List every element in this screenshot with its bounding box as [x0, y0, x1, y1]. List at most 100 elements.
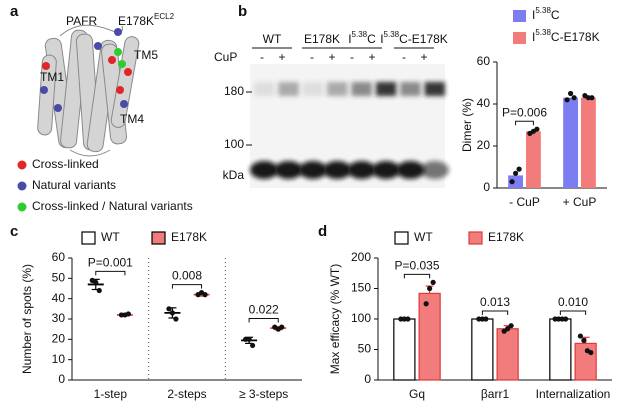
legend-label-part: I [532, 8, 535, 22]
cup-sign: + [368, 50, 375, 64]
band [347, 161, 376, 179]
legend-label: I5.38C [532, 6, 560, 22]
x-tick-label: Internalization [536, 387, 611, 401]
y-axis-label: Dimer (%) [460, 98, 474, 152]
data-point [169, 310, 176, 316]
y-tick-label: 100 [351, 311, 371, 325]
cup-sign: + [328, 50, 335, 64]
lane-label: I5.38C [348, 30, 376, 46]
x-tick-label: βarr1 [481, 387, 510, 401]
data-point [423, 301, 429, 307]
legend-swatch [513, 10, 526, 22]
y-tick-label: 10 [52, 352, 66, 366]
data-point [483, 316, 489, 322]
data-point [173, 316, 179, 322]
mutation-label: E178KECL2 [118, 12, 175, 28]
y-tick-label: 200 [351, 250, 371, 264]
y-tick-label: 20 [477, 138, 491, 152]
legend-swatch [394, 231, 409, 245]
y-tick-label: 50 [52, 271, 66, 285]
x-tick-label: + CuP [563, 195, 597, 209]
x-tick-label: - CuP [509, 195, 540, 209]
p-value: 0.022 [249, 303, 279, 317]
data-point [430, 279, 436, 285]
data-point [405, 316, 411, 322]
bar [525, 131, 541, 188]
protein-name: PAFR [66, 14, 97, 28]
data-point [588, 349, 594, 356]
lane-label-part: I [348, 32, 351, 46]
x-tick-label: ≥ 3-steps [239, 387, 288, 401]
band [298, 161, 328, 179]
x-tick-label: Gq [409, 387, 425, 401]
bar [496, 328, 519, 381]
p-value: P=0.001 [88, 256, 133, 270]
significance-bracket [559, 310, 587, 315]
y-tick-label: 30 [52, 311, 66, 325]
data-point [512, 170, 519, 176]
p-value: P=0.006 [502, 105, 547, 119]
data-point [505, 326, 511, 332]
band [274, 161, 303, 179]
residue-markers [40, 28, 132, 112]
y-tick-label: 40 [477, 96, 491, 110]
lane-label-sup: 5.38 [352, 30, 368, 39]
band [250, 161, 279, 179]
lane-label-part: C-E178K [399, 32, 448, 46]
protein-structure [37, 24, 140, 157]
legend-label-sup: 5.38 [535, 6, 551, 15]
legend-dot [17, 181, 27, 191]
y-tick-label: 0 [58, 372, 65, 386]
bar [508, 175, 524, 188]
bar [393, 318, 416, 381]
panel-label: b [238, 3, 247, 20]
legend-label: WT [101, 230, 120, 244]
lane-label-part: WT [263, 32, 282, 46]
legend-label-sup: 5.38 [535, 28, 551, 37]
bar [549, 318, 572, 381]
band [254, 82, 275, 96]
data-point [581, 337, 587, 343]
significance-bracket [515, 120, 534, 126]
legend-label: Natural variants [32, 178, 116, 192]
bar [580, 97, 596, 188]
p-value: 0.010 [558, 295, 588, 309]
significance-bracket [403, 273, 431, 279]
x-tick-label: 1-step [94, 387, 128, 401]
lane-label-part: E178K [304, 32, 340, 46]
data-point [96, 287, 102, 294]
x-tick-label: 2-steps [167, 387, 206, 401]
band [375, 82, 397, 96]
legend-label: E178K [488, 230, 524, 244]
data-point [279, 324, 285, 330]
cup-sign: + [278, 50, 285, 64]
mw-marker: 100 [224, 137, 244, 151]
y-tick-label: 0 [483, 180, 490, 194]
significance-bracket [481, 310, 509, 315]
significance-bracket [95, 270, 126, 276]
mw-unit: kDa [223, 168, 245, 182]
y-tick-label: 50 [358, 342, 372, 356]
band [371, 161, 401, 179]
data-point [564, 97, 570, 103]
band [424, 82, 445, 96]
band [278, 82, 299, 96]
lane-label-sup: 5.38 [384, 30, 400, 39]
band [351, 82, 372, 96]
legend-dot [17, 160, 27, 170]
gel-bands [250, 82, 449, 179]
panel-label: c [10, 223, 18, 240]
legend-label: Cross-linked [32, 157, 99, 171]
data-point [563, 316, 569, 322]
band [323, 161, 352, 179]
band [420, 161, 449, 179]
data-point [571, 95, 577, 101]
cup-sign: - [260, 50, 264, 64]
y-tick-label: 60 [52, 250, 66, 264]
data-point [589, 95, 595, 101]
p-value: 0.008 [172, 269, 202, 283]
legend-label: I5.38C-E178K [532, 28, 600, 44]
y-axis-label: Max efficacy (% WT) [328, 264, 342, 374]
legend-label-part: C-E178K [551, 30, 600, 44]
legend-label-part: C [551, 8, 560, 22]
